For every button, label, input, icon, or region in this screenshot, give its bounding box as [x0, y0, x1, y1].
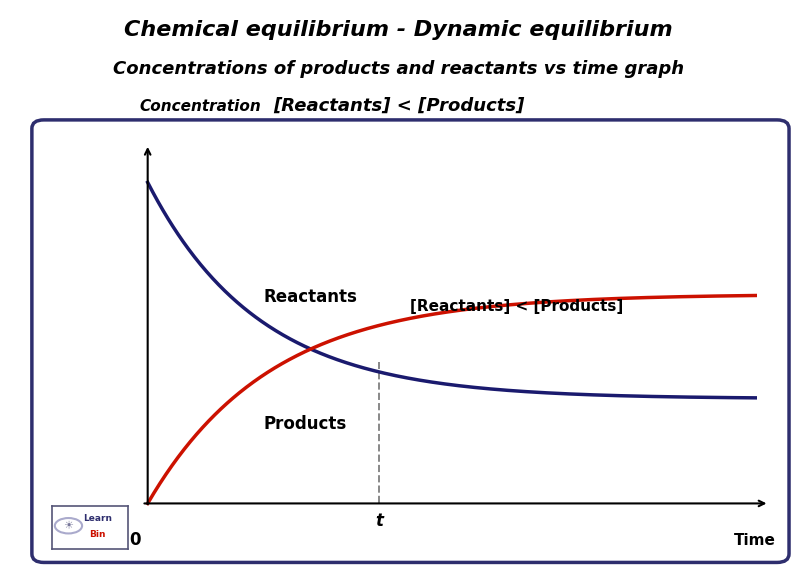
Text: 0: 0	[130, 531, 141, 549]
Text: [Reactants] < [Products]: [Reactants] < [Products]	[273, 97, 524, 115]
Text: Chemical equilibrium - Dynamic equilibrium: Chemical equilibrium - Dynamic equilibri…	[124, 20, 673, 40]
Text: Concentrations of products and reactants vs time graph: Concentrations of products and reactants…	[113, 60, 684, 78]
Text: Reactants: Reactants	[264, 288, 357, 305]
Text: Time: Time	[734, 533, 775, 548]
Text: Bin: Bin	[89, 530, 105, 539]
Text: Concentration: Concentration	[139, 99, 261, 114]
Text: ☀: ☀	[64, 521, 73, 531]
Text: Products: Products	[264, 415, 347, 433]
Text: [Reactants] < [Products]: [Reactants] < [Products]	[410, 299, 623, 314]
Text: t: t	[375, 512, 383, 530]
Text: Learn: Learn	[83, 514, 112, 523]
